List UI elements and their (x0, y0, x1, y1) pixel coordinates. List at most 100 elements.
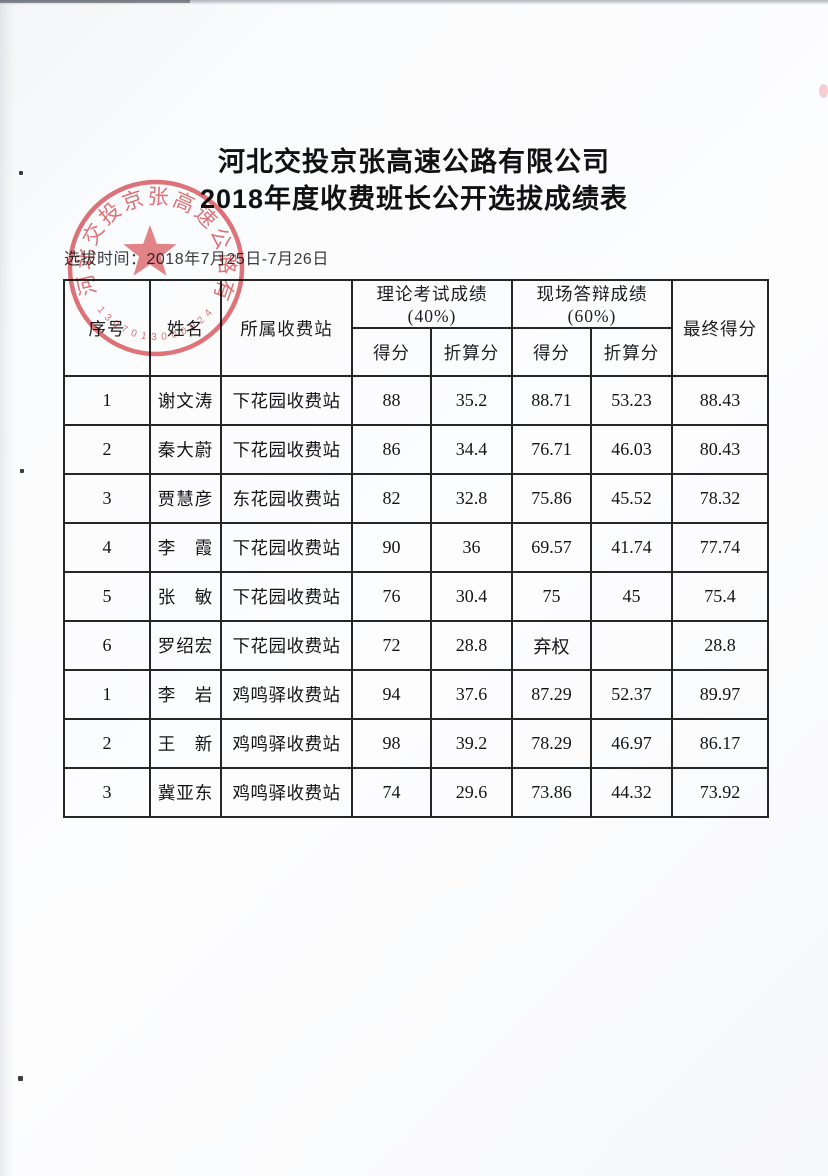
cell-defense-converted: 53.23 (590, 375, 674, 426)
cell-defense-score: 87.29 (511, 669, 593, 720)
cell-name: 冀亚东 (149, 767, 222, 818)
cell-defense-score: 75 (511, 571, 593, 622)
scan-edge-shadow-top (0, 0, 828, 5)
cell-theory-converted: 37.6 (429, 669, 514, 720)
cell-station: 下花园收费站 (220, 571, 353, 622)
cell-theory-score: 90 (351, 522, 432, 573)
cell-name: 贾慧彦 (149, 473, 222, 524)
cell-station: 鸡鸣驿收费站 (220, 718, 353, 769)
cell-name: 秦大蔚 (149, 424, 222, 475)
cell-theory-score: 72 (351, 620, 432, 671)
cell-defense-converted: 52.37 (590, 669, 674, 720)
cell-theory-converted: 35.2 (429, 375, 514, 426)
scan-speck (19, 171, 23, 175)
header-name: 姓名 (149, 279, 222, 377)
cell-final-score: 77.74 (671, 522, 770, 573)
cell-seq: 2 (63, 718, 151, 769)
cell-final-score: 86.17 (671, 718, 770, 769)
cell-seq: 1 (63, 669, 151, 720)
scan-edge-shadow-left (0, 0, 14, 1176)
cell-defense-converted: 41.74 (590, 522, 674, 573)
cell-defense-score: 76.71 (511, 424, 593, 475)
cell-defense-converted: 46.97 (590, 718, 674, 769)
cell-defense-score: 73.86 (511, 767, 593, 818)
cell-seq: 3 (63, 767, 151, 818)
cell-station: 东花园收费站 (220, 473, 353, 524)
scan-edge-dark-segment (0, 0, 190, 3)
table-row: 1 谢文涛 下花园收费站 88 35.2 88.71 53.23 88.43 (63, 375, 770, 426)
cell-theory-converted: 34.4 (429, 424, 514, 475)
cell-theory-converted: 29.6 (429, 767, 514, 818)
cell-defense-score: 78.29 (511, 718, 593, 769)
scan-smudge (819, 84, 828, 98)
cell-station: 鸡鸣驿收费站 (220, 669, 353, 720)
cell-name: 罗绍宏 (149, 620, 222, 671)
cell-seq: 4 (63, 522, 151, 573)
cell-defense-converted (590, 620, 674, 671)
header-defense-converted: 折算分 (590, 327, 674, 377)
cell-station: 下花园收费站 (220, 620, 353, 671)
scan-speck (18, 1076, 23, 1081)
cell-defense-score: 88.71 (511, 375, 593, 426)
header-theory-score: 得分 (351, 327, 432, 377)
title-line-subject: 2018年度收费班长公开选拔成绩表 (199, 184, 629, 214)
cell-defense-score: 69.57 (511, 522, 593, 573)
cell-seq: 1 (63, 375, 151, 426)
cell-theory-converted: 32.8 (429, 473, 514, 524)
header-defense-score: 得分 (511, 327, 593, 377)
selection-time-label: 选拔时间：2018年7月25日-7月26日 (64, 251, 329, 268)
table-header-row-sub: 得分 折算分 得分 折算分 (64, 327, 768, 377)
table-row: 4 李 霞 下花园收费站 90 36 69.57 41.74 77.74 (63, 522, 770, 573)
cell-seq: 2 (63, 424, 151, 475)
cell-final-score: 73.92 (671, 767, 770, 818)
table-row: 2 王 新 鸡鸣驿收费站 98 39.2 78.29 46.97 86.17 (63, 718, 770, 769)
table-row: 1 李 岩 鸡鸣驿收费站 94 37.6 87.29 52.37 89.97 (63, 669, 770, 720)
cell-station: 鸡鸣驿收费站 (220, 767, 353, 818)
cell-defense-score: 弃权 (511, 620, 593, 671)
cell-theory-converted: 39.2 (429, 718, 514, 769)
cell-seq: 5 (63, 571, 151, 622)
cell-theory-score: 76 (351, 571, 432, 622)
table-row: 2 秦大蔚 下花园收费站 86 34.4 76.71 46.03 80.43 (63, 424, 770, 475)
cell-theory-score: 94 (351, 669, 432, 720)
cell-name: 张 敏 (149, 571, 222, 622)
cell-seq: 3 (63, 473, 151, 524)
header-group-defense: 现场答辩成绩(60%) (511, 279, 674, 329)
header-seq: 序号 (63, 279, 151, 377)
table-row: 6 罗绍宏 下花园收费站 72 28.8 弃权 28.8 (63, 620, 770, 671)
cell-defense-converted: 45 (590, 571, 674, 622)
table-row: 3 冀亚东 鸡鸣驿收费站 74 29.6 73.86 44.32 73.92 (63, 767, 770, 818)
cell-theory-converted: 30.4 (429, 571, 514, 622)
cell-theory-score: 86 (351, 424, 432, 475)
cell-name: 谢文涛 (149, 375, 222, 426)
cell-theory-score: 98 (351, 718, 432, 769)
cell-defense-converted: 44.32 (590, 767, 674, 818)
cell-theory-score: 88 (351, 375, 432, 426)
cell-final-score: 75.4 (671, 571, 770, 622)
cell-final-score: 28.8 (671, 620, 770, 671)
cell-defense-score: 75.86 (511, 473, 593, 524)
cell-name: 李 岩 (149, 669, 222, 720)
cell-station: 下花园收费站 (220, 375, 353, 426)
header-theory-converted: 折算分 (429, 327, 514, 377)
cell-defense-converted: 45.52 (590, 473, 674, 524)
cell-theory-score: 74 (351, 767, 432, 818)
cell-station: 下花园收费站 (220, 424, 353, 475)
table-header-row-group: 序号 姓名 所属收费站 理论考试成绩(40%) 现场答辩成绩(60%) 最终得分 (63, 279, 770, 377)
cell-final-score: 89.97 (671, 669, 770, 720)
cell-name: 李 霞 (149, 522, 222, 573)
scan-speck (20, 469, 24, 473)
header-group-theory: 理论考试成绩(40%) (350, 279, 514, 329)
cell-station: 下花园收费站 (220, 522, 353, 573)
header-final: 最终得分 (671, 279, 770, 377)
cell-theory-score: 82 (351, 473, 432, 524)
cell-seq: 6 (63, 620, 151, 671)
cell-final-score: 78.32 (671, 473, 770, 524)
cell-final-score: 88.43 (671, 375, 770, 426)
document-title: 河北交投京张高速公路有限公司 2018年度收费班长公开选拔成绩表 (0, 144, 828, 218)
cell-defense-converted: 46.03 (590, 424, 674, 475)
cell-theory-converted: 36 (429, 522, 514, 573)
table-row: 3 贾慧彦 东花园收费站 82 32.8 75.86 45.52 78.32 (63, 473, 770, 524)
cell-theory-converted: 28.8 (429, 620, 514, 671)
